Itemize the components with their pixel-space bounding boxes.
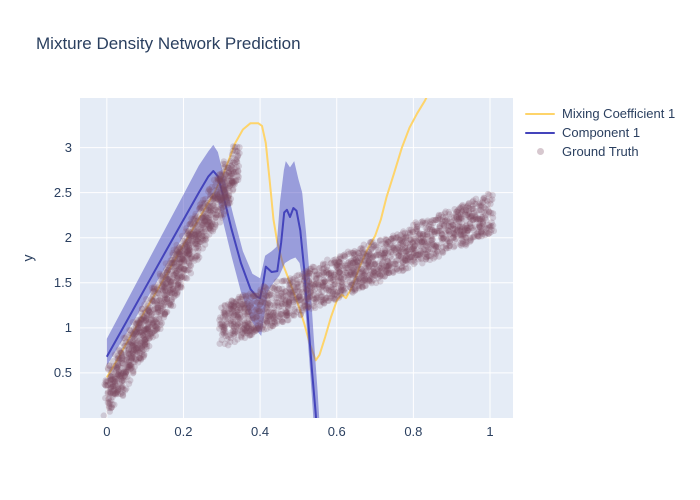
x-tick-label: 0.4 <box>251 424 270 439</box>
y-tick-label: 0.5 <box>53 364 72 380</box>
chart-canvas[interactable] <box>80 98 513 418</box>
y-tick-label: 2 <box>64 229 72 245</box>
x-tick-label: 0 <box>103 424 111 439</box>
legend-label: Mixing Coefficient 1 <box>562 106 676 121</box>
x-tick-label: 0.2 <box>174 424 193 439</box>
legend-item-mixing-coefficient-1[interactable]: Mixing Coefficient 1 <box>524 104 675 123</box>
plot-area[interactable] <box>80 98 513 418</box>
scatter-marker-icon <box>524 148 556 155</box>
line-swatch-icon <box>524 112 556 115</box>
legend-label: Component 1 <box>562 125 641 140</box>
x-tick-label: 0.8 <box>404 424 423 439</box>
component-mean-line <box>105 170 318 418</box>
line-swatch-icon <box>524 131 556 134</box>
mixing-coefficient-line <box>105 98 428 378</box>
chart-title: Mixture Density Network Prediction <box>36 34 301 53</box>
legend-label: Ground Truth <box>562 144 639 159</box>
ground-truth-scatter <box>100 143 498 418</box>
y-tick-label: 1 <box>64 319 72 335</box>
legend: Mixing Coefficient 1 Component 1 Ground Tr… <box>524 104 675 161</box>
y-tick-label: 2.5 <box>53 184 72 200</box>
x-tick-label: 0.6 <box>327 424 346 439</box>
legend-item-ground-truth[interactable]: Ground Truth <box>524 142 675 161</box>
y-tick-label: 3 <box>64 139 72 155</box>
y-tick-label: 1.5 <box>53 274 72 290</box>
legend-item-component-1[interactable]: Component 1 <box>524 123 675 142</box>
y-axis-title: y <box>19 254 36 262</box>
x-tick-label: 1 <box>486 424 494 439</box>
